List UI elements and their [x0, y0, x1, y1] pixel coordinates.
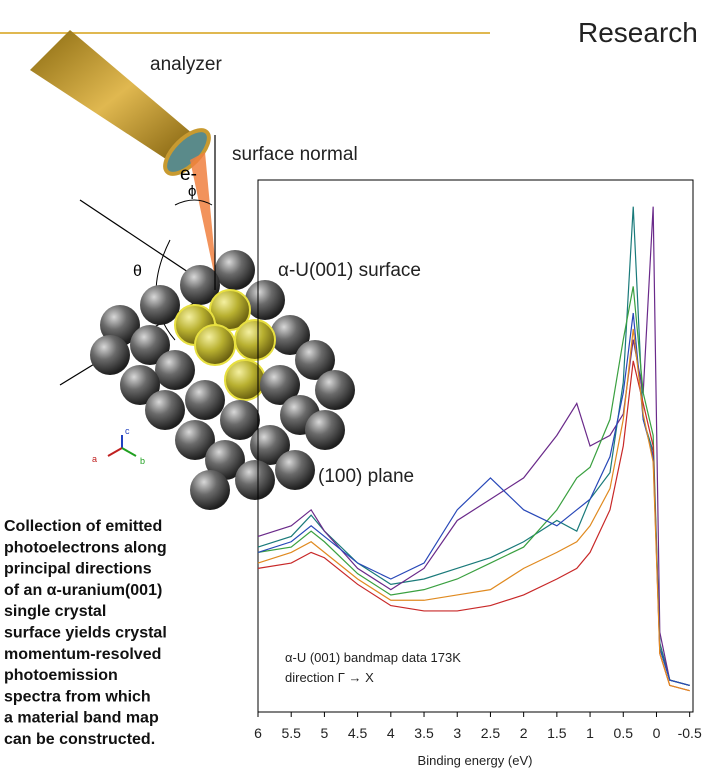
yellow-atom [195, 325, 235, 365]
atom [305, 410, 345, 450]
atom [185, 380, 225, 420]
x-tick-label: 3 [453, 725, 461, 741]
caption-line: momentum-resolved [4, 646, 161, 663]
caption-line: photoelectrons along [4, 539, 167, 556]
caption-line: can be constructed. [4, 731, 155, 748]
slide-title: Research [578, 17, 698, 48]
label: α-U(001) surface [278, 260, 421, 281]
slide: Research Binding energy (eV) α-U (001) b… [0, 0, 707, 780]
label: θ [133, 263, 142, 280]
label: e- [180, 164, 197, 185]
x-tick-label: 2.5 [481, 725, 501, 741]
label: b [140, 456, 145, 466]
label: surface normal [232, 144, 358, 165]
annotation: α-U (001) bandmap data 173K [285, 650, 461, 665]
x-tick-label: -0.5 [678, 725, 702, 741]
label: analyzer [150, 54, 222, 75]
atom [140, 285, 180, 325]
x-tick-label: 0.5 [614, 725, 634, 741]
atom [90, 335, 130, 375]
caption-line: of an α-uranium(001) [4, 582, 162, 599]
label: (100) plane [318, 466, 414, 487]
atom [245, 280, 285, 320]
yellow-atom [235, 320, 275, 360]
x-tick-label: 6 [254, 725, 262, 741]
x-tick-label: 1.5 [547, 725, 567, 741]
atom [235, 460, 275, 500]
axis-a [108, 448, 122, 456]
atom [155, 350, 195, 390]
axis-b [122, 448, 136, 456]
caption-line: spectra from which [4, 688, 151, 705]
x-tick-label: 4.5 [348, 725, 368, 741]
x-axis-label: Binding energy (eV) [418, 753, 533, 768]
caption-line: principal directions [4, 561, 152, 578]
atom [145, 390, 185, 430]
annotation: direction Γ → X [285, 670, 374, 685]
atom [215, 250, 255, 290]
x-tick-label: 0 [653, 725, 661, 741]
atom [275, 450, 315, 490]
x-tick-label: 1 [586, 725, 594, 741]
yellow-atom [225, 360, 265, 400]
x-tick-label: 5 [321, 725, 329, 741]
x-tick-label: 3.5 [414, 725, 434, 741]
caption-line: photoemission [4, 667, 118, 684]
x-tick-label: 4 [387, 725, 395, 741]
label: c [125, 426, 130, 436]
caption-line: single crystal [4, 603, 106, 620]
caption-line: a material band map [4, 710, 159, 727]
label: a [92, 454, 97, 464]
x-tick-label: 5.5 [281, 725, 301, 741]
caption: Collection of emitted photoelectrons alon… [4, 518, 167, 748]
atom [190, 470, 230, 510]
atom [315, 370, 355, 410]
caption-line: Collection of emitted [4, 518, 162, 535]
label: ϕ [188, 183, 196, 200]
caption-line: surface yields crystal [4, 625, 167, 642]
x-tick-label: 2 [520, 725, 528, 741]
